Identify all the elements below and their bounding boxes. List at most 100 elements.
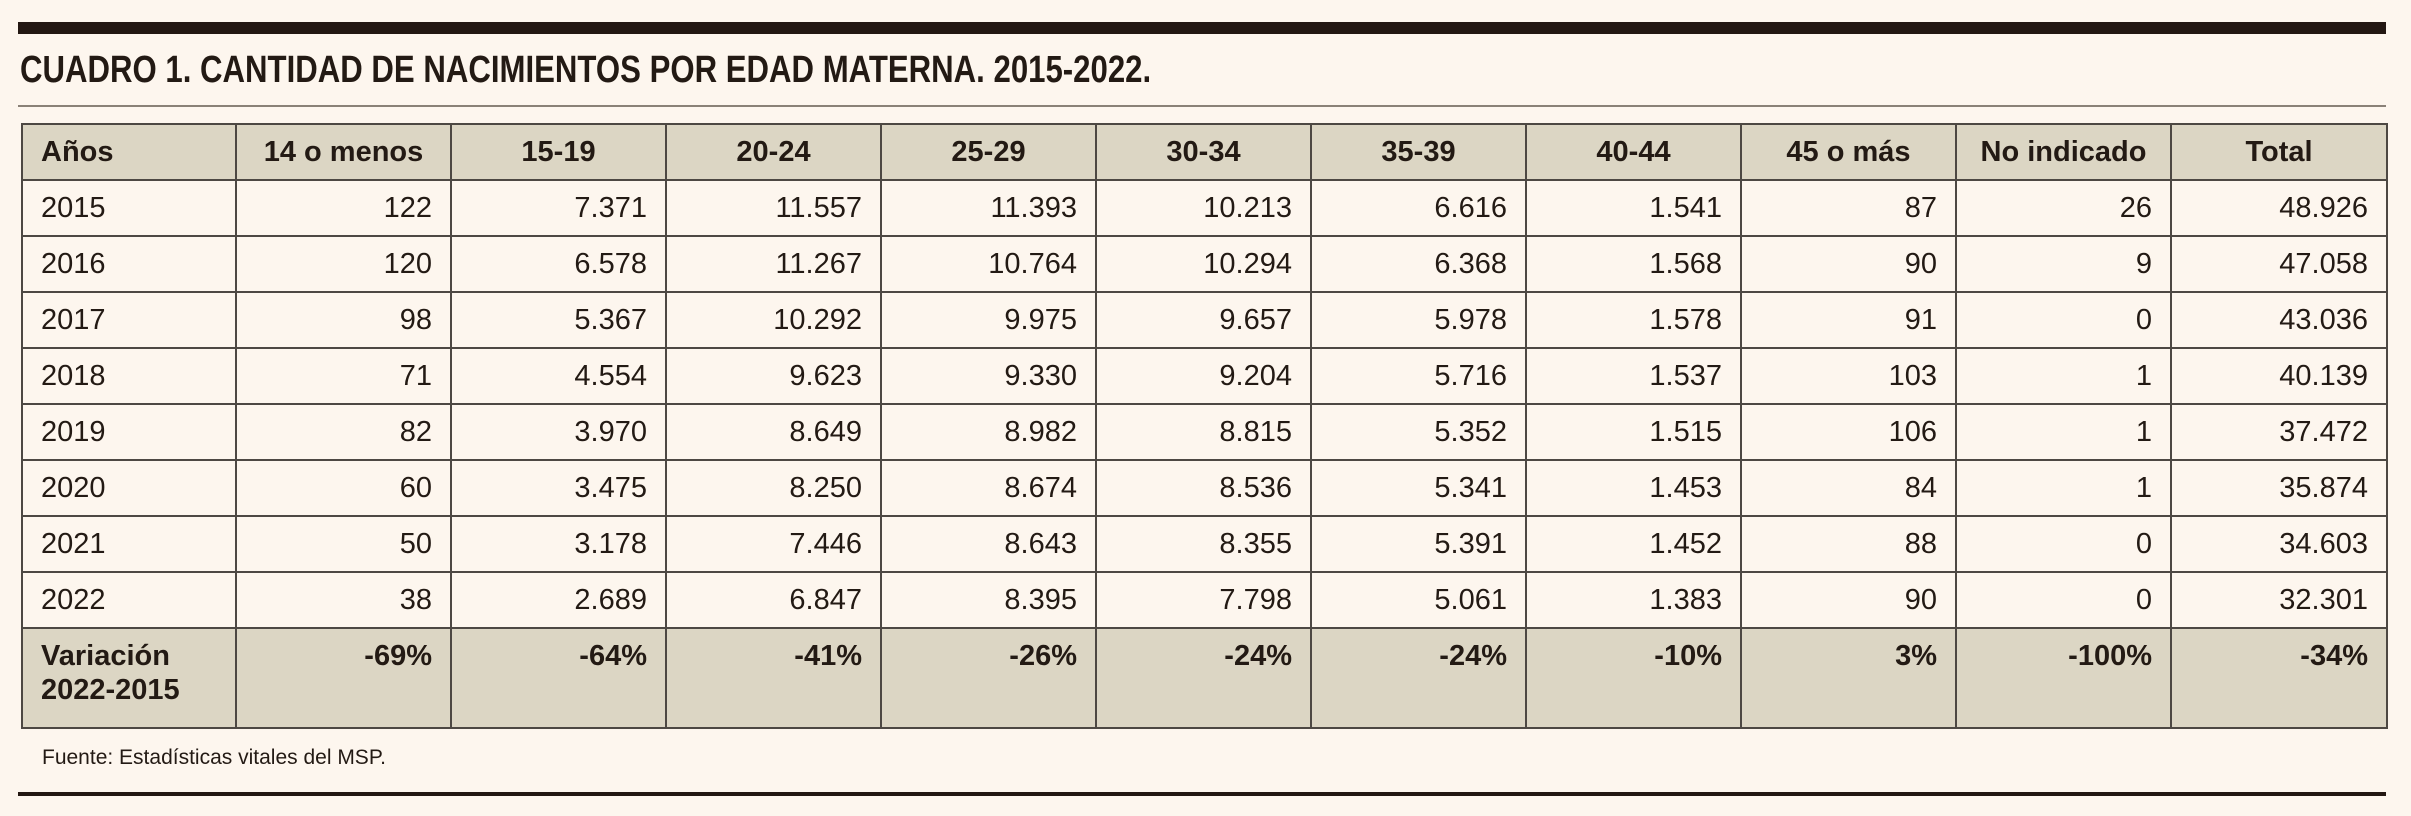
value-cell: 1.568 bbox=[1525, 235, 1742, 293]
value-cell: 0 bbox=[1955, 291, 2172, 349]
value-cell: 10.294 bbox=[1095, 235, 1312, 293]
table-row: 2021 50 3.178 7.446 8.643 8.355 5.391 1.452 88 0 3… bbox=[21, 515, 2388, 573]
value-cell: 34.603 bbox=[2170, 515, 2388, 573]
value-cell: 87 bbox=[1740, 179, 1957, 237]
value-cell: 35.874 bbox=[2170, 459, 2388, 517]
year-cell: 2016 bbox=[21, 235, 237, 293]
value-cell: 8.982 bbox=[880, 403, 1097, 461]
value-cell: 1.578 bbox=[1525, 291, 1742, 349]
value-cell: 84 bbox=[1740, 459, 1957, 517]
value-cell: 7.798 bbox=[1095, 571, 1312, 629]
value-cell: 1.541 bbox=[1525, 179, 1742, 237]
value-cell: 5.061 bbox=[1310, 571, 1527, 629]
table-row: 2020 60 3.475 8.250 8.674 8.536 5.341 1.453 84 1 3… bbox=[21, 459, 2388, 517]
value-cell: 106 bbox=[1740, 403, 1957, 461]
value-cell: 90 bbox=[1740, 235, 1957, 293]
value-cell: 1.537 bbox=[1525, 347, 1742, 405]
value-cell: 9 bbox=[1955, 235, 2172, 293]
value-cell: 9.975 bbox=[880, 291, 1097, 349]
value-cell: 11.557 bbox=[665, 179, 882, 237]
value-cell: 8.649 bbox=[665, 403, 882, 461]
value-cell: 8.674 bbox=[880, 459, 1097, 517]
value-cell: 11.393 bbox=[880, 179, 1097, 237]
year-cell: 2017 bbox=[21, 291, 237, 349]
bottom-rule bbox=[18, 792, 2386, 796]
value-cell: 5.978 bbox=[1310, 291, 1527, 349]
value-cell: 47.058 bbox=[2170, 235, 2388, 293]
year-cell: 2022 bbox=[21, 571, 237, 629]
value-cell: 2.689 bbox=[450, 571, 667, 629]
value-cell: 10.213 bbox=[1095, 179, 1312, 237]
column-header: 45 o más bbox=[1740, 123, 1957, 181]
variation-cell: -26% bbox=[880, 627, 1097, 729]
value-cell: 6.578 bbox=[450, 235, 667, 293]
variation-cell: -69% bbox=[235, 627, 452, 729]
value-cell: 103 bbox=[1740, 347, 1957, 405]
value-cell: 5.716 bbox=[1310, 347, 1527, 405]
column-header: Años bbox=[21, 123, 237, 181]
variation-cell: -10% bbox=[1525, 627, 1742, 729]
value-cell: 8.395 bbox=[880, 571, 1097, 629]
value-cell: 1.453 bbox=[1525, 459, 1742, 517]
value-cell: 4.554 bbox=[450, 347, 667, 405]
value-cell: 91 bbox=[1740, 291, 1957, 349]
year-cell: 2018 bbox=[21, 347, 237, 405]
value-cell: 9.204 bbox=[1095, 347, 1312, 405]
year-cell: 2019 bbox=[21, 403, 237, 461]
source-note: Fuente: Estadísticas vitales del MSP. bbox=[42, 746, 386, 769]
value-cell: 120 bbox=[235, 235, 452, 293]
value-cell: 9.623 bbox=[665, 347, 882, 405]
value-cell: 11.267 bbox=[665, 235, 882, 293]
value-cell: 5.367 bbox=[450, 291, 667, 349]
year-cell: 2021 bbox=[21, 515, 237, 573]
table-row: 2017 98 5.367 10.292 9.975 9.657 5.978 1.578 91 0… bbox=[21, 291, 2388, 349]
value-cell: 1 bbox=[1955, 403, 2172, 461]
header-row: Años 14 o menos 15-19 20-24 25-29 30-34 35-39 4… bbox=[21, 123, 2388, 181]
value-cell: 7.446 bbox=[665, 515, 882, 573]
value-cell: 3.970 bbox=[450, 403, 667, 461]
table-row: 2022 38 2.689 6.847 8.395 7.798 5.061 1.383 90 0 3… bbox=[21, 571, 2388, 629]
value-cell: 8.643 bbox=[880, 515, 1097, 573]
variation-cell: -24% bbox=[1095, 627, 1312, 729]
value-cell: 0 bbox=[1955, 571, 2172, 629]
value-cell: 6.616 bbox=[1310, 179, 1527, 237]
column-header: 40-44 bbox=[1525, 123, 1742, 181]
value-cell: 1 bbox=[1955, 459, 2172, 517]
variation-cell: -34% bbox=[2170, 627, 2388, 729]
column-header: 14 o menos bbox=[235, 123, 452, 181]
value-cell: 60 bbox=[235, 459, 452, 517]
value-cell: 122 bbox=[235, 179, 452, 237]
value-cell: 8.250 bbox=[665, 459, 882, 517]
column-header: Total bbox=[2170, 123, 2388, 181]
value-cell: 88 bbox=[1740, 515, 1957, 573]
table-body: 2015 122 7.371 11.557 11.393 10.213 6.616 1.541… bbox=[21, 179, 2388, 629]
variation-label: Variación 2022-2015 bbox=[21, 627, 237, 729]
value-cell: 1 bbox=[1955, 347, 2172, 405]
value-cell: 37.472 bbox=[2170, 403, 2388, 461]
year-cell: 2015 bbox=[21, 179, 237, 237]
value-cell: 8.536 bbox=[1095, 459, 1312, 517]
table-row: 2019 82 3.970 8.649 8.982 8.815 5.352 1.515 106 1… bbox=[21, 403, 2388, 461]
value-cell: 38 bbox=[235, 571, 452, 629]
value-cell: 32.301 bbox=[2170, 571, 2388, 629]
value-cell: 82 bbox=[235, 403, 452, 461]
value-cell: 6.847 bbox=[665, 571, 882, 629]
value-cell: 5.341 bbox=[1310, 459, 1527, 517]
top-rule bbox=[18, 22, 2386, 34]
column-header: No indicado bbox=[1955, 123, 2172, 181]
value-cell: 9.657 bbox=[1095, 291, 1312, 349]
column-header: 15-19 bbox=[450, 123, 667, 181]
value-cell: 0 bbox=[1955, 515, 2172, 573]
value-cell: 3.178 bbox=[450, 515, 667, 573]
variation-cell: -24% bbox=[1310, 627, 1527, 729]
year-cell: 2020 bbox=[21, 459, 237, 517]
value-cell: 71 bbox=[235, 347, 452, 405]
value-cell: 9.330 bbox=[880, 347, 1097, 405]
value-cell: 3.475 bbox=[450, 459, 667, 517]
table-row: 2018 71 4.554 9.623 9.330 9.204 5.716 1.537 103 1… bbox=[21, 347, 2388, 405]
value-cell: 8.355 bbox=[1095, 515, 1312, 573]
value-cell: 1.515 bbox=[1525, 403, 1742, 461]
variation-cell: -41% bbox=[665, 627, 882, 729]
variation-row: Variación 2022-2015 -69% -64% -41% -26% -24% -… bbox=[21, 627, 2388, 729]
value-cell: 10.764 bbox=[880, 235, 1097, 293]
